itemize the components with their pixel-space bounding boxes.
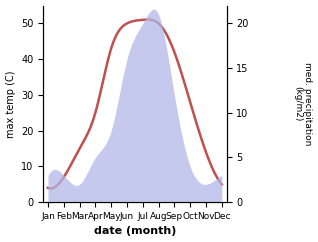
X-axis label: date (month): date (month) <box>94 227 176 236</box>
Y-axis label: max temp (C): max temp (C) <box>5 70 16 138</box>
Y-axis label: med. precipitation
(kg/m2): med. precipitation (kg/m2) <box>293 62 313 145</box>
